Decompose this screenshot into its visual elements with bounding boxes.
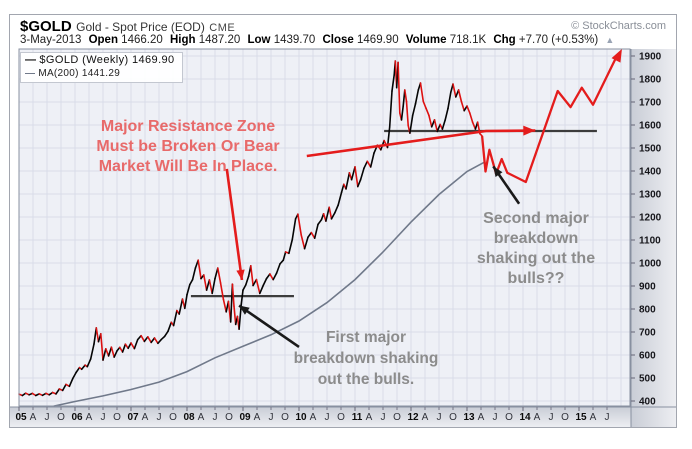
svg-text:700: 700 [639,328,656,339]
svg-text:11: 11 [352,412,363,423]
svg-text:A: A [478,412,485,423]
svg-text:800: 800 [639,305,656,316]
svg-text:1500: 1500 [639,144,662,155]
svg-text:1100: 1100 [639,236,661,247]
svg-text:O: O [225,412,233,423]
svg-text:J: J [101,412,106,423]
svg-text:1600: 1600 [639,121,662,132]
svg-text:A: A [254,412,261,423]
svg-text:1900: 1900 [639,52,662,63]
svg-text:J: J [325,412,330,423]
chg-label: Chg [493,34,516,46]
chart-header: $GOLD Gold - Spot Price (EOD) CME [20,18,236,35]
svg-text:10: 10 [295,412,307,423]
svg-text:A: A [30,412,37,423]
svg-text:1700: 1700 [639,98,662,109]
svg-text:O: O [57,412,65,423]
exchange-label: CME [209,22,236,34]
svg-text:1300: 1300 [639,190,662,201]
svg-text:J: J [213,412,218,423]
svg-text:1800: 1800 [639,75,662,86]
svg-text:08: 08 [183,412,195,423]
legend-ma-label: MA(200) 1441.29 [38,68,121,79]
svg-text:A: A [366,412,373,423]
svg-text:J: J [45,412,50,423]
legend-gold-row: — $GOLD (Weekly) 1469.90 [25,54,175,67]
svg-text:A: A [142,412,149,423]
svg-text:O: O [337,412,345,423]
quote-bar: 3-May-2013 Open 1466.20 High 1487.20 Low… [20,34,618,46]
volume-value: 718.1K [449,34,487,46]
volume-label: Volume [405,34,447,46]
svg-text:J: J [269,412,274,423]
svg-text:12: 12 [407,412,419,423]
high-label: High [169,34,196,46]
svg-text:J: J [549,412,554,423]
chg-value: +7.70 (+0.53%) [518,34,599,46]
legend-dash-ma-icon: — [25,68,36,79]
low-value: 1439.70 [273,34,316,46]
change-up-icon: ▲ [605,35,615,45]
svg-text:600: 600 [639,351,656,362]
svg-text:1400: 1400 [639,167,662,178]
svg-text:06: 06 [71,412,83,423]
price-chart: 400 500 600 700 800 900 1000 1100 1200 1300 1400 15… [10,48,676,427]
ticker-symbol: $GOLD [20,18,72,35]
svg-text:14: 14 [519,412,531,423]
svg-text:400: 400 [639,397,656,408]
svg-text:O: O [281,412,289,423]
svg-text:1000: 1000 [639,259,662,270]
instrument-name: Gold - Spot Price (EOD) [76,20,205,34]
svg-text:O: O [393,412,401,423]
legend-dash-gold-icon: — [25,54,37,66]
open-label: Open [88,34,118,46]
open-value: 1466.20 [121,34,163,46]
chart-window: $GOLD Gold - Spot Price (EOD) CME © Stoc… [9,14,677,428]
svg-text:900: 900 [639,282,656,293]
svg-text:A: A [422,412,429,423]
svg-text:J: J [605,412,610,423]
svg-text:A: A [198,412,205,423]
svg-text:J: J [381,412,386,423]
stockcharts-copyright: © StockCharts.com [571,20,666,32]
svg-text:15: 15 [575,412,587,423]
close-label: Close [322,34,354,46]
svg-text:J: J [493,412,498,423]
svg-text:O: O [113,412,121,423]
svg-text:A: A [310,412,317,423]
svg-text:A: A [590,412,597,423]
legend-gold-label: $GOLD (Weekly) 1469.90 [39,54,175,66]
svg-text:1200: 1200 [639,213,662,224]
high-value: 1487.20 [198,34,241,46]
svg-text:O: O [505,412,513,423]
svg-text:A: A [86,412,93,423]
svg-text:O: O [561,412,569,423]
svg-text:09: 09 [239,412,251,423]
close-value: 1469.90 [357,34,399,46]
svg-text:07: 07 [127,412,139,423]
low-label: Low [247,34,271,46]
svg-text:O: O [449,412,457,423]
svg-text:05: 05 [15,412,27,423]
svg-text:A: A [534,412,541,423]
svg-text:13: 13 [463,412,475,423]
quote-date: 3-May-2013 [20,34,82,46]
svg-text:J: J [157,412,162,423]
chart-legend: — $GOLD (Weekly) 1469.90 — MA(200) 1441.29 [20,52,183,83]
svg-text:J: J [437,412,442,423]
legend-ma-row: — MA(200) 1441.29 [25,67,175,80]
svg-text:500: 500 [639,374,656,385]
svg-text:O: O [169,412,177,423]
